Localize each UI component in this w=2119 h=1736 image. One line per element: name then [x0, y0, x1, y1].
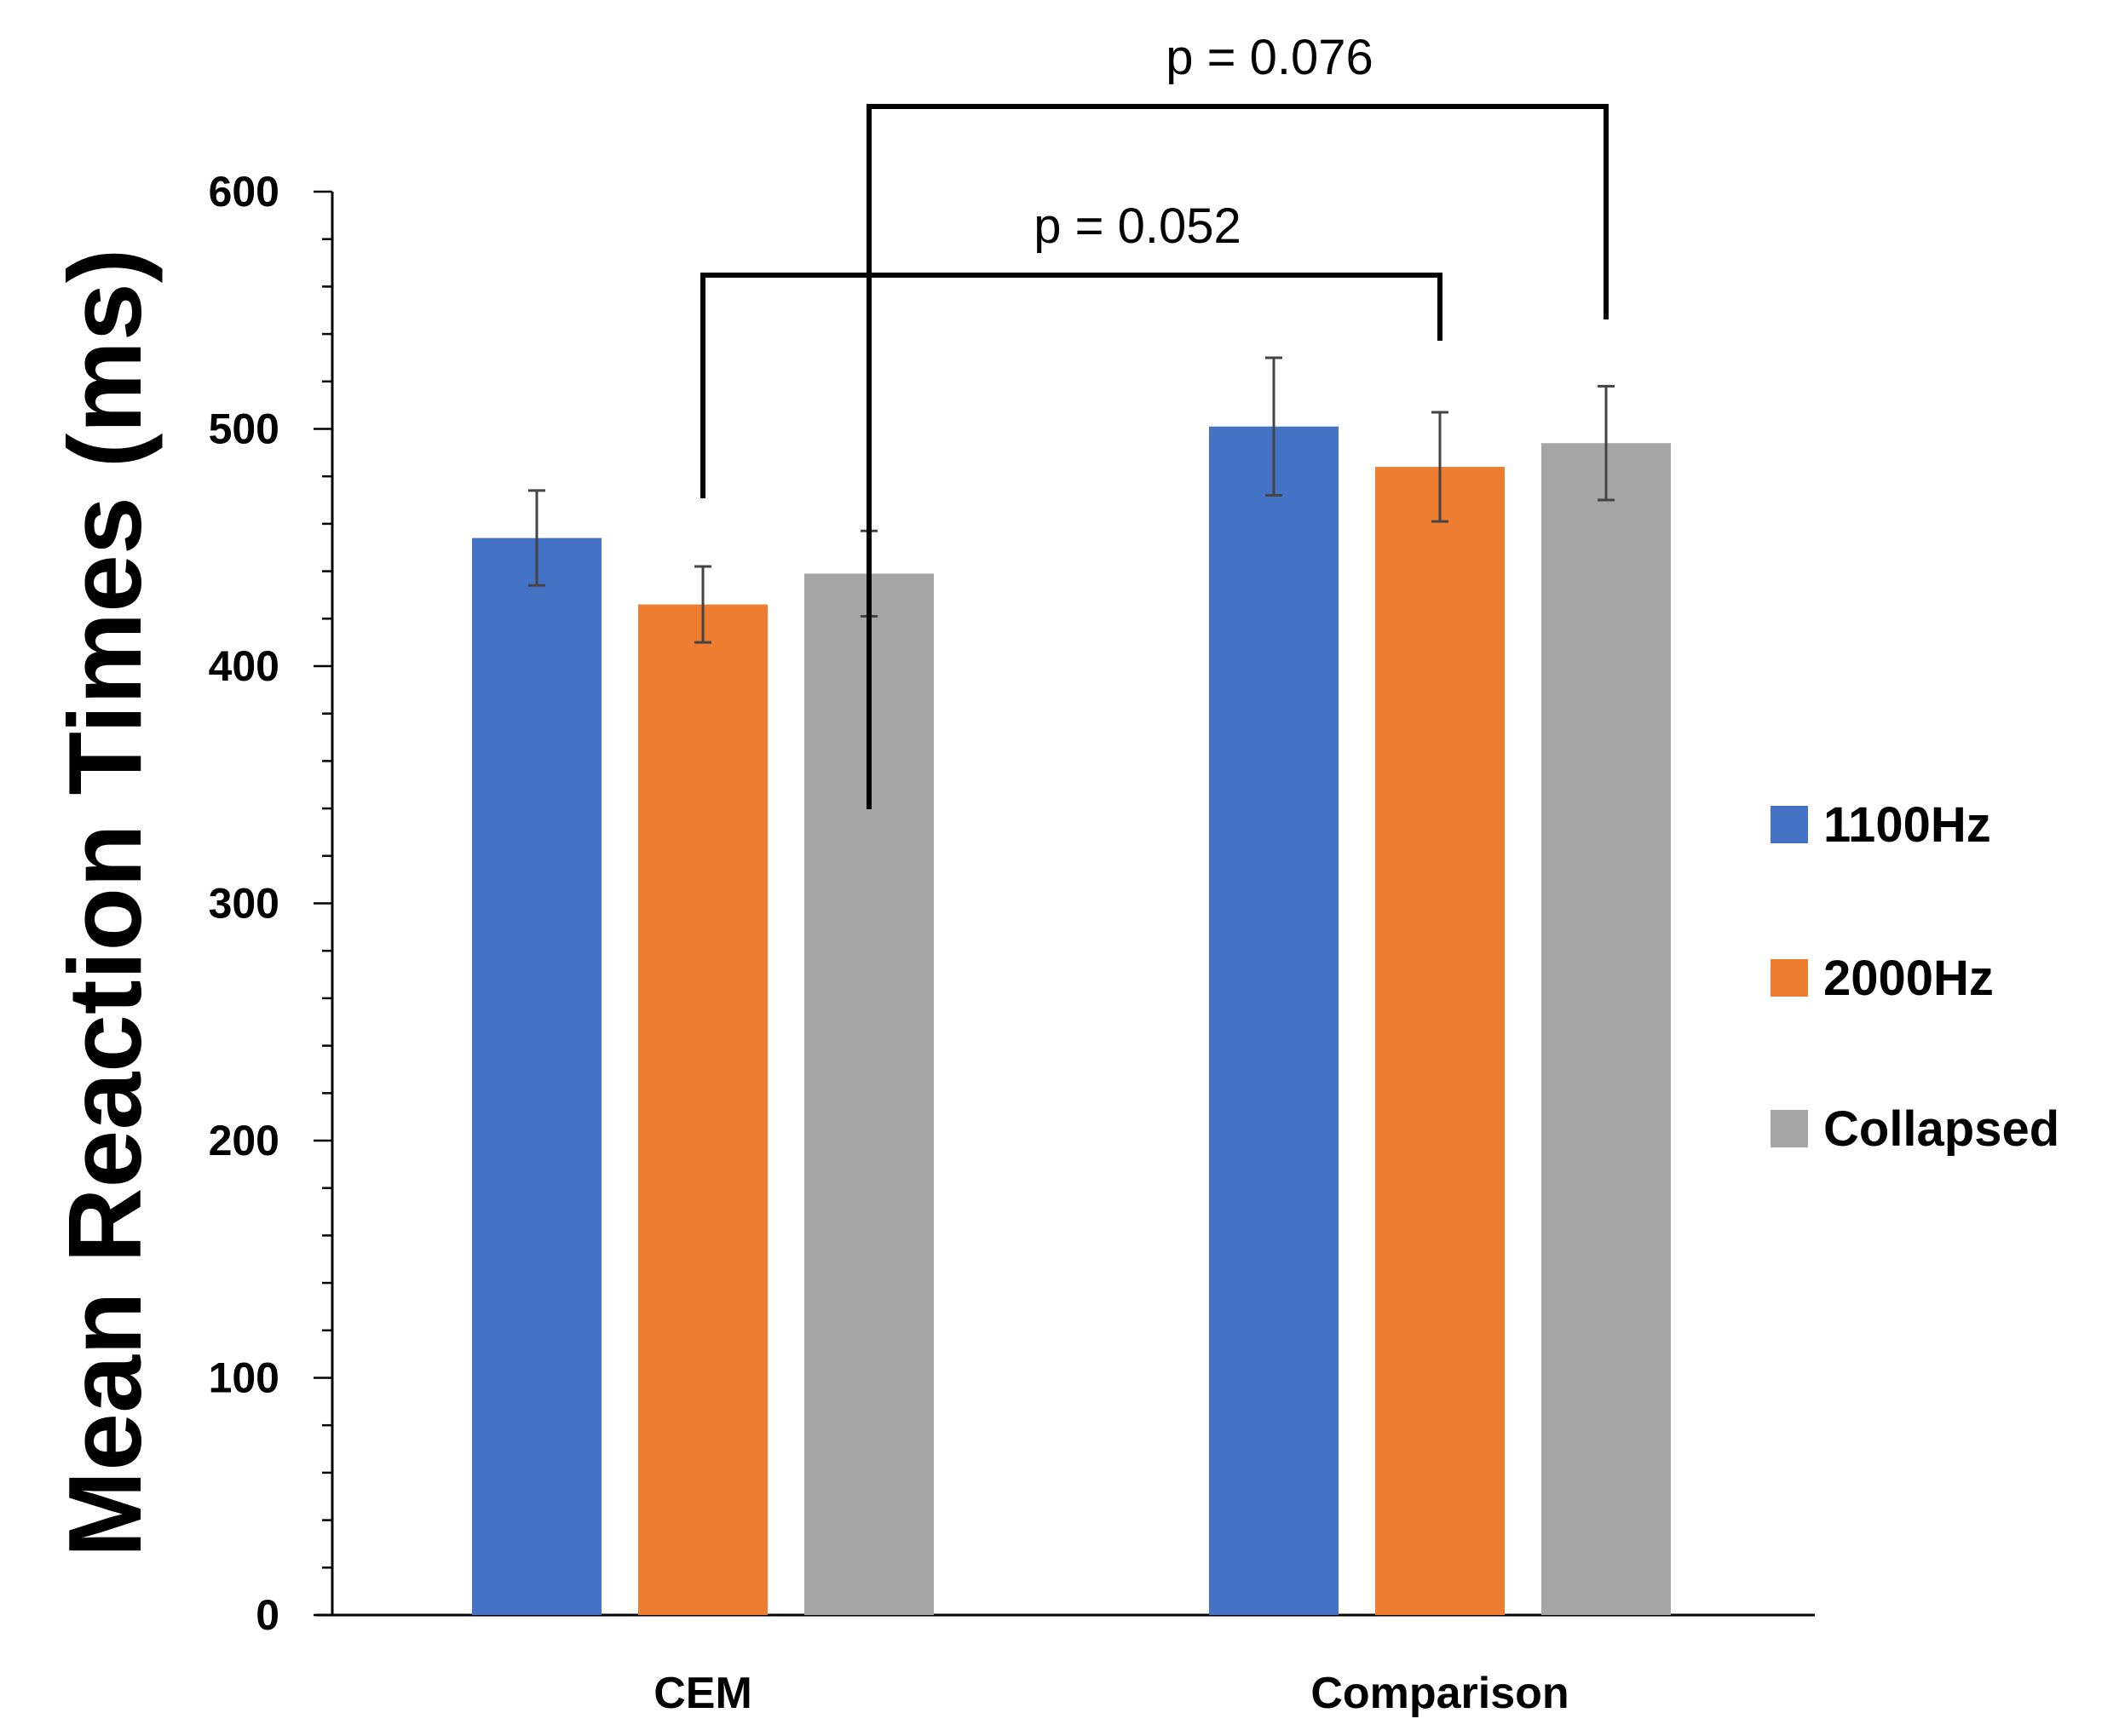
- x-category-label: CEM: [654, 1669, 752, 1718]
- legend-label-1100hz: 1100Hz: [1823, 797, 1991, 853]
- legend-swatch-1100hz: [1771, 806, 1808, 843]
- axes: 0 100 200 300 400 500 600 CEM Comparison: [209, 168, 1815, 1718]
- y-axis-label: Mean Reaction Times (ms): [47, 249, 163, 1558]
- significance-bracket: [867, 104, 1609, 809]
- y-tick-label: 500: [209, 405, 279, 453]
- significance-bracket: [700, 273, 1442, 498]
- p-value-label: p = 0.076: [1166, 30, 1373, 85]
- x-category-label: Comparison: [1310, 1669, 1569, 1718]
- bar-1100hz-comparison: [1209, 426, 1339, 1616]
- y-tick-label: 0: [256, 1591, 279, 1639]
- p-value-label: p = 0.052: [1034, 198, 1241, 254]
- y-tick-label: 600: [209, 168, 279, 216]
- y-tick-label: 200: [209, 1117, 279, 1164]
- bar-2000hz-cem: [638, 604, 768, 1615]
- error-bars: [528, 356, 1615, 644]
- legend: 1100Hz 2000Hz Collapsed: [1771, 797, 2059, 1157]
- bar-collapsed-comparison: [1541, 443, 1671, 1616]
- legend-label-collapsed: Collapsed: [1823, 1101, 2059, 1157]
- legend-swatch-2000hz: [1771, 959, 1808, 997]
- y-tick-label: 100: [209, 1354, 279, 1402]
- legend-label-2000hz: 2000Hz: [1823, 951, 1994, 1006]
- significance-annotations: p = 0.052 p = 0.076: [700, 30, 1609, 809]
- legend-swatch-collapsed: [1771, 1110, 1808, 1147]
- bar-1100hz-cem: [472, 537, 602, 1615]
- y-tick-label: 300: [209, 880, 279, 928]
- bars: [472, 426, 1671, 1616]
- y-tick-label: 400: [209, 642, 279, 690]
- bar-2000hz-comparison: [1375, 467, 1505, 1615]
